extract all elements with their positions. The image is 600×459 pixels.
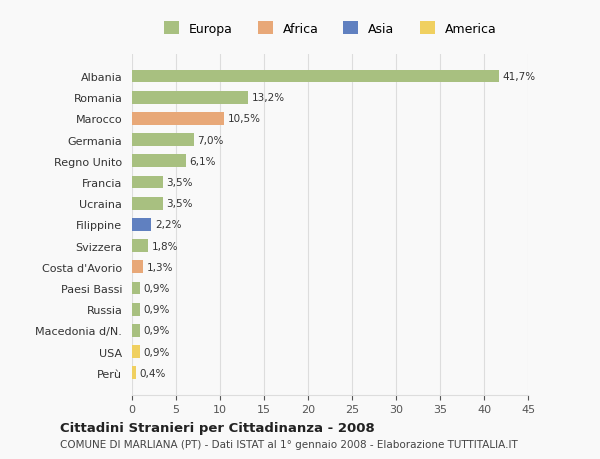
Text: 0,9%: 0,9% [143,347,170,357]
Bar [132,176,163,189]
Text: 0,9%: 0,9% [143,283,170,293]
Bar [132,92,248,104]
Text: 41,7%: 41,7% [502,72,536,82]
Bar [132,367,136,379]
Text: 3,5%: 3,5% [166,199,193,209]
Bar [132,71,499,83]
Bar [132,218,151,231]
Bar [132,197,163,210]
Text: 1,8%: 1,8% [151,241,178,251]
Bar [132,240,148,252]
Bar [132,134,194,147]
Text: 6,1%: 6,1% [189,157,216,167]
Bar [132,261,143,274]
Bar [132,113,224,125]
Text: 2,2%: 2,2% [155,220,181,230]
Text: 3,5%: 3,5% [166,178,193,188]
Text: 10,5%: 10,5% [228,114,261,124]
Bar [132,325,140,337]
Text: Cittadini Stranieri per Cittadinanza - 2008: Cittadini Stranieri per Cittadinanza - 2… [60,421,375,435]
Bar [132,303,140,316]
Legend: Europa, Africa, Asia, America: Europa, Africa, Asia, America [158,17,502,41]
Text: COMUNE DI MARLIANA (PT) - Dati ISTAT al 1° gennaio 2008 - Elaborazione TUTTITALI: COMUNE DI MARLIANA (PT) - Dati ISTAT al … [60,440,518,449]
Bar [132,282,140,295]
Bar [132,346,140,358]
Text: 7,0%: 7,0% [197,135,223,146]
Bar [132,155,185,168]
Text: 0,4%: 0,4% [139,368,166,378]
Text: 0,9%: 0,9% [143,304,170,314]
Text: 13,2%: 13,2% [251,93,285,103]
Text: 0,9%: 0,9% [143,326,170,336]
Text: 1,3%: 1,3% [147,262,173,272]
